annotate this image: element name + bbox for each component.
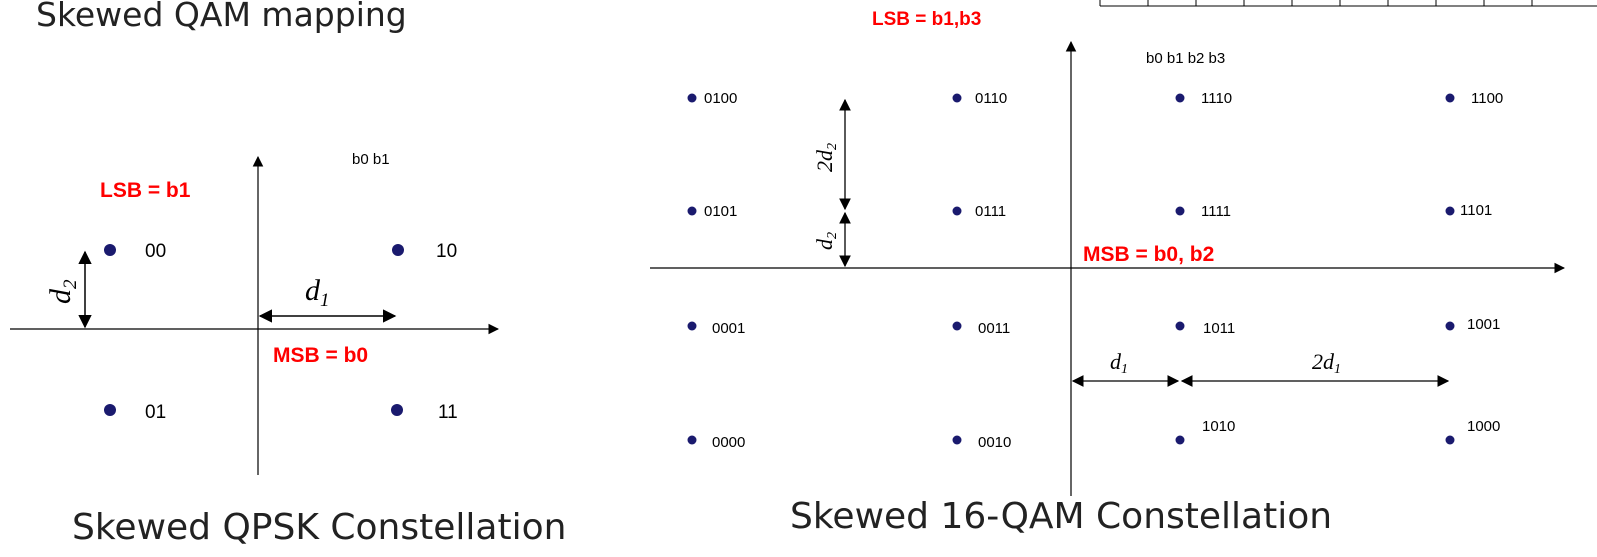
- qam16-point-label: 1011: [1203, 320, 1235, 337]
- qam16-point: [687, 206, 697, 216]
- qam16-2d2-label: 2d2: [812, 143, 840, 172]
- qam16-point-label: 0000: [712, 434, 745, 451]
- qam16-point: [1175, 321, 1185, 331]
- qam16-point-label: 0101: [704, 203, 737, 220]
- table-fragment: [1099, 0, 1597, 7]
- qam16-point: [1445, 435, 1455, 445]
- qam16-point: [1175, 435, 1185, 445]
- qpsk-point: [391, 404, 403, 416]
- qam16-point-label: 0011: [978, 320, 1010, 337]
- qam16-point-label: 1110: [1201, 90, 1232, 107]
- page-heading: Skewed QAM mapping: [36, 0, 407, 34]
- qam16-point-label: 0111: [975, 203, 1006, 220]
- qam16-point: [1445, 321, 1455, 331]
- qam16-point: [1175, 93, 1185, 103]
- qam16-point: [1445, 93, 1455, 103]
- qpsk-point-label: 00: [145, 241, 166, 262]
- qpsk-lsb-label: LSB = b1: [100, 179, 191, 202]
- qpsk-point: [104, 404, 116, 416]
- qam16-msb-label: MSB = b0, b2: [1083, 243, 1214, 266]
- qam16-point: [952, 435, 962, 445]
- qam16-point-label: 1111: [1201, 203, 1231, 220]
- qam16-point: [687, 93, 697, 103]
- qpsk-caption: Skewed QPSK Constellation: [72, 507, 566, 548]
- qam16-point-label: 1000: [1467, 418, 1500, 435]
- qam16-point: [952, 206, 962, 216]
- qam16-point: [687, 321, 697, 331]
- qpsk-point-label: 11: [438, 402, 458, 423]
- qam16-point-label: 1101: [1460, 202, 1492, 219]
- qam16-point-label: 1100: [1471, 90, 1503, 107]
- qam16-point: [952, 321, 962, 331]
- qam16-bit-order: b0 b1 b2 b3: [1146, 50, 1225, 67]
- qam16-d1-label: d1: [1110, 349, 1128, 377]
- qpsk-point-label: 10: [436, 241, 457, 262]
- qam16-point: [1175, 206, 1185, 216]
- qam16-point-label: 0110: [975, 90, 1007, 107]
- qam16-point: [1445, 206, 1455, 216]
- qam16-point: [952, 93, 962, 103]
- qpsk-point: [104, 244, 116, 256]
- qam16-caption: Skewed 16-QAM Constellation: [790, 496, 1332, 537]
- qam16-lsb-label: LSB = b1,b3: [872, 9, 981, 30]
- qpsk-d1-label: d1: [305, 274, 330, 311]
- qpsk-diagram: b0 b1 LSB = b1 MSB = b0 00 10 01 11 d1 d…: [10, 151, 566, 548]
- qam16-point-label: 0010: [978, 434, 1011, 451]
- qpsk-point-label: 01: [145, 402, 166, 423]
- qam16-point-label: 0100: [704, 90, 737, 107]
- qam16-point-label: 1001: [1467, 316, 1500, 333]
- qam16-d2-label: d2: [812, 232, 840, 250]
- qam16-diagram: LSB = b1,b3 b0 b1 b2 b3 MSB = b0, b2 010…: [650, 9, 1566, 537]
- qam16-point-label: 0001: [712, 320, 745, 337]
- qam16-2d1-label: 2d1: [1312, 349, 1341, 377]
- qam16-point: [687, 435, 697, 445]
- qam16-point-label: 1010: [1202, 418, 1235, 435]
- qpsk-msb-label: MSB = b0: [273, 344, 368, 367]
- qpsk-bit-order: b0 b1: [352, 151, 390, 168]
- qpsk-point: [392, 244, 404, 256]
- qpsk-d2-label: d2: [44, 279, 81, 304]
